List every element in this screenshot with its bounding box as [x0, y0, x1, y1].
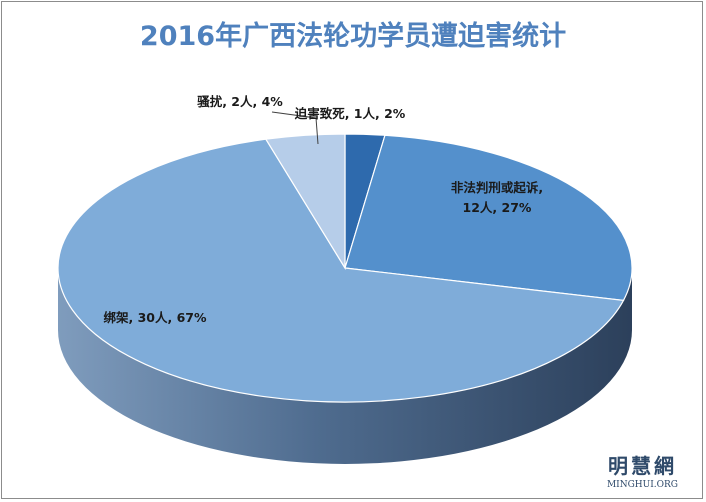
- minghui-watermark: 明慧網 MINGHUI.ORG: [607, 450, 678, 490]
- label-leader-lines: [271, 111, 319, 145]
- slice-label-3: 骚扰, 2人, 4%: [197, 94, 283, 109]
- chart-title: 2016年广西法轮功学员遭迫害统计: [139, 21, 567, 52]
- slice-label-0: 迫害致死, 1人, 2%: [294, 106, 406, 121]
- pie-side-wall: [58, 268, 632, 464]
- slice-label-line: 骚扰, 2人, 4%: [197, 94, 283, 109]
- slice-label-line: 绑架, 30人, 67%: [103, 310, 206, 325]
- pie-slice-3: [264, 133, 346, 271]
- watermark-en: MINGHUI.ORG: [606, 480, 678, 490]
- slice-label-line: 12人, 27%: [463, 200, 532, 215]
- pie-side-surface: [58, 268, 632, 464]
- leader-line-3: [271, 111, 319, 145]
- pie-slice-1: [344, 134, 633, 302]
- slice-label-line: 迫害致死, 1人, 2%: [294, 106, 406, 121]
- watermark-cn: 明慧網: [607, 454, 677, 478]
- slice-label-1: 非法判刑或起诉, 12人, 27%: [451, 180, 543, 215]
- pie-slice-2: [57, 138, 625, 403]
- pie-top-face: [57, 133, 633, 403]
- slice-labels: 迫害致死, 1人, 2% 非法判刑或起诉, 12人, 27% 绑架, 30人, 67%…: [103, 94, 543, 325]
- slice-label-2: 绑架, 30人, 67%: [103, 310, 206, 325]
- slice-label-line: 非法判刑或起诉,: [451, 180, 543, 195]
